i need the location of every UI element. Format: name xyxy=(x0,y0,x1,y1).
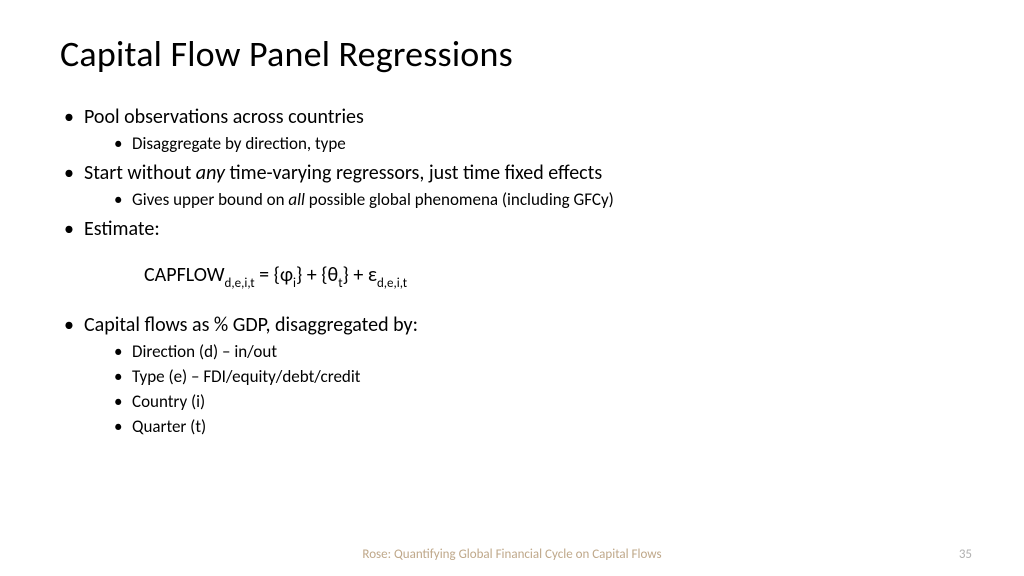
footer-text: Rose: Quantifying Global Financial Cycle… xyxy=(0,547,1024,562)
bullet-4-sublist: Direction (d) – in/out Type (e) – FDI/eq… xyxy=(84,341,964,439)
bullet-1-sublist: Disaggregate by direction, type xyxy=(84,133,964,156)
eq-lhs-sub: d,e,i,t xyxy=(225,276,255,291)
bullet-2a-pre: Gives upper bound on xyxy=(132,189,288,210)
bullet-2-em: any xyxy=(196,161,225,185)
bullet-4b: Type (e) – FDI/equity/debt/credit xyxy=(112,366,964,389)
slide-title: Capital Flow Panel Regressions xyxy=(60,32,964,76)
bullet-4d: Quarter (t) xyxy=(112,416,964,439)
bullet-2: Start without any time-varying regressor… xyxy=(60,160,964,212)
eq-mid1: } + {θ xyxy=(296,263,338,287)
bullet-1: Pool observations across countries Disag… xyxy=(60,104,964,156)
bullet-4: Capital flows as % GDP, disaggregated by… xyxy=(60,312,964,439)
bullet-list: Pool observations across countries Disag… xyxy=(60,104,964,243)
bullet-2-post: time-varying regressors, just time fixed… xyxy=(225,161,602,185)
bullet-2a: Gives upper bound on all possible global… xyxy=(112,189,964,212)
bullet-3: Estimate: xyxy=(60,216,964,243)
bullet-4-text: Capital flows as % GDP, disaggregated by… xyxy=(84,313,418,337)
bullet-list-2: Capital flows as % GDP, disaggregated by… xyxy=(60,312,964,439)
eq-phi-sub: i xyxy=(293,276,296,291)
eq-theta-sub: t xyxy=(338,276,342,291)
eq-eps-sub: d,e,i,t xyxy=(377,276,407,291)
slide-body: Capital Flow Panel Regressions Pool obse… xyxy=(0,0,1024,439)
bullet-2a-em: all xyxy=(288,189,305,210)
eq-mid2: } + ε xyxy=(343,263,377,287)
bullet-4c: Country (i) xyxy=(112,391,964,414)
page-number: 35 xyxy=(959,547,972,562)
eq-lhs: CAPFLOW xyxy=(144,263,225,287)
eq-eq: = {ɸ xyxy=(255,263,293,287)
bullet-2a-post: possible global phenomena (including GFC… xyxy=(305,189,614,210)
bullet-1-text: Pool observations across countries xyxy=(84,105,364,129)
bullet-1a: Disaggregate by direction, type xyxy=(112,133,964,156)
bullet-2-sublist: Gives upper bound on all possible global… xyxy=(84,189,964,212)
equation: CAPFLOWd,e,i,t = {ɸi} + {θt} + εd,e,i,t xyxy=(60,261,964,292)
bullet-4a: Direction (d) – in/out xyxy=(112,341,964,364)
bullet-2-pre: Start without xyxy=(84,161,196,185)
